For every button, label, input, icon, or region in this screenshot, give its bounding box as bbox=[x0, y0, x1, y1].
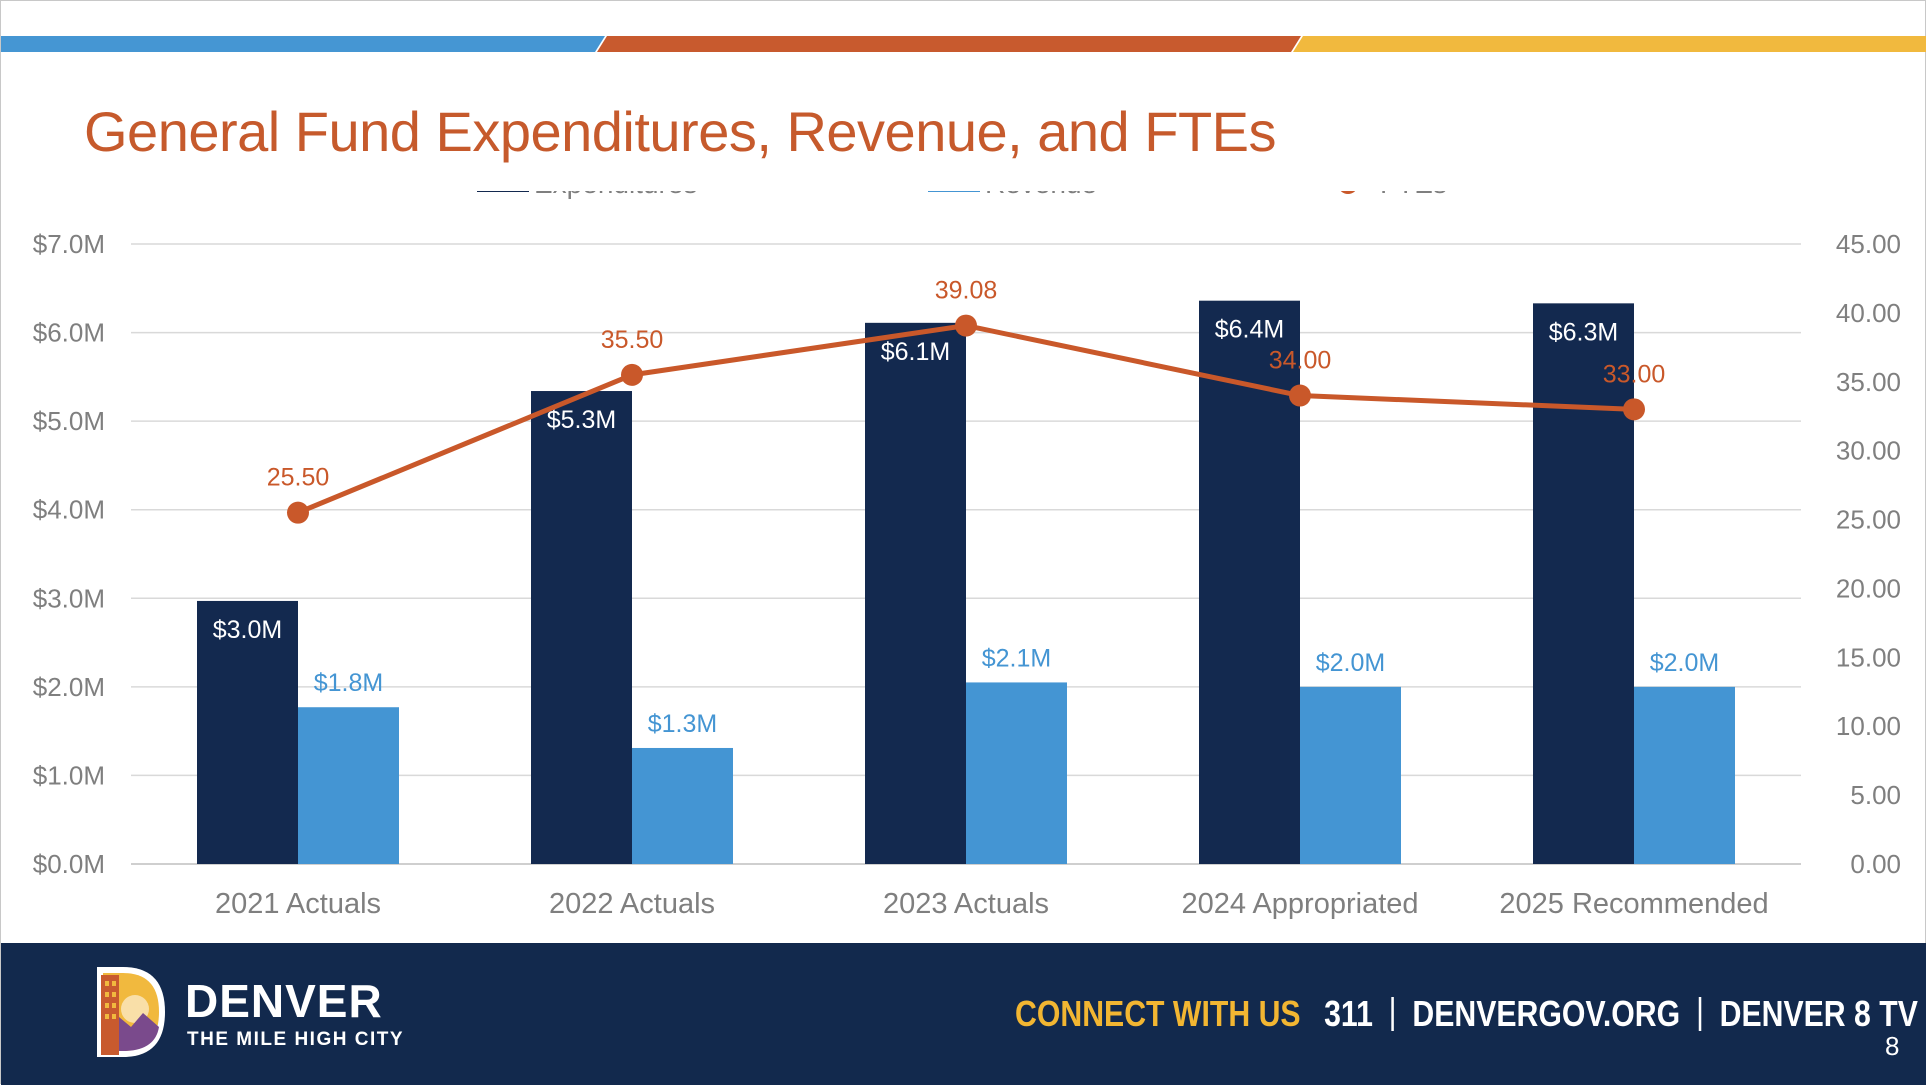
x-tick-label: 2023 Actuals bbox=[883, 888, 1049, 920]
stripe-yellow bbox=[1293, 36, 1926, 52]
data-label-expenditures: $5.3M bbox=[547, 406, 616, 434]
data-label-expenditures: $6.3M bbox=[1549, 318, 1618, 346]
brand-tagline: THE MILE HIGH CITY bbox=[187, 1029, 404, 1050]
stripe-blue bbox=[1, 36, 605, 52]
page-number: 8 bbox=[1885, 1031, 1900, 1061]
y-right-tick-label: 30.00 bbox=[1836, 436, 1901, 466]
denver-d-logo-icon bbox=[97, 967, 165, 1057]
data-label-revenue: $2.0M bbox=[1650, 649, 1719, 677]
y-left-tick-label: $6.0M bbox=[33, 318, 105, 348]
denvergov-link[interactable]: DENVERGOV.ORG bbox=[1412, 993, 1681, 1034]
y-left-tick-label: $4.0M bbox=[33, 495, 105, 525]
point-ftes bbox=[287, 501, 309, 524]
y-left-tick-label: $1.0M bbox=[33, 760, 105, 790]
bar-revenue bbox=[966, 682, 1067, 864]
data-label-expenditures: $6.4M bbox=[1215, 316, 1284, 344]
y-right-tick-label: 10.00 bbox=[1836, 711, 1901, 741]
x-tick-label: 2022 Actuals bbox=[549, 888, 715, 920]
footer: DENVER THE MILE HIGH CITY CONNECT WITH U… bbox=[1, 943, 1926, 1085]
x-tick-label: 2025 Recommended bbox=[1499, 888, 1768, 920]
data-label-revenue: $1.8M bbox=[314, 669, 383, 697]
divider bbox=[1391, 997, 1394, 1031]
y-left-tick-label: $2.0M bbox=[33, 672, 105, 702]
legend-label-ftes: FTEs bbox=[1380, 191, 1447, 199]
data-label-ftes: 33.00 bbox=[1603, 360, 1666, 388]
brand-name: DENVER bbox=[185, 975, 383, 1027]
y-left-tick-label: $0.0M bbox=[33, 849, 105, 879]
legend-label-expenditures: Expenditures bbox=[534, 191, 697, 199]
y-left-tick-label: $5.0M bbox=[33, 406, 105, 436]
y-left-tick-label: $7.0M bbox=[33, 229, 105, 259]
y-right-tick-label: 40.00 bbox=[1836, 298, 1901, 328]
data-label-revenue: $1.3M bbox=[648, 710, 717, 738]
data-label-ftes: 25.50 bbox=[267, 464, 330, 492]
data-label-revenue: $2.1M bbox=[982, 644, 1051, 672]
point-ftes bbox=[1623, 398, 1645, 421]
bar-expenditures bbox=[531, 391, 632, 864]
data-label-expenditures: $6.1M bbox=[881, 338, 950, 366]
divider bbox=[1698, 997, 1702, 1031]
stripe-orange bbox=[597, 36, 1301, 52]
point-ftes bbox=[1289, 384, 1311, 407]
bar-revenue bbox=[298, 707, 399, 864]
chart: $0.0M $1.0M $2.0M $3.0M $4.0M $5.0M $6.0M $7.0M… bbox=[33, 191, 1901, 920]
legend-label-revenue: Revenue bbox=[985, 191, 1097, 199]
contact-row: CONNECT WITH US 311 DENVERGOV.ORG DENVER… bbox=[1015, 993, 1918, 1035]
phone-311-link[interactable]: 311 bbox=[1324, 993, 1373, 1034]
bar-revenue bbox=[1300, 686, 1401, 864]
legend-marker-ftes bbox=[1340, 191, 1356, 194]
y-right-tick-label: 15.00 bbox=[1836, 642, 1901, 672]
y-right-tick-label: 5.00 bbox=[1850, 780, 1901, 810]
bar-expenditures bbox=[1533, 303, 1634, 864]
data-label-ftes: 39.08 bbox=[935, 277, 998, 305]
y-right-tick-label: 0.00 bbox=[1850, 849, 1901, 879]
y-right-tick-label: 45.00 bbox=[1836, 229, 1901, 259]
legend-swatch-revenue bbox=[928, 191, 980, 192]
bar-expenditures bbox=[865, 322, 966, 864]
data-label-ftes: 34.00 bbox=[1269, 347, 1332, 375]
x-tick-label: 2021 Actuals bbox=[215, 888, 381, 920]
y-right-tick-label: 20.00 bbox=[1836, 573, 1901, 603]
y-left-tick-label: $3.0M bbox=[33, 583, 105, 613]
slide-title: General Fund Expenditures, Revenue, and … bbox=[84, 100, 1277, 163]
data-label-expenditures: $3.0M bbox=[213, 616, 282, 644]
denver-8-tv-link[interactable]: DENVER 8 TV bbox=[1719, 993, 1918, 1034]
bar-revenue bbox=[1634, 686, 1735, 864]
bar-revenue bbox=[632, 747, 733, 864]
x-tick-label: 2024 Appropriated bbox=[1181, 888, 1418, 920]
top-stripe bbox=[1, 36, 1926, 52]
y-right-tick-label: 35.00 bbox=[1836, 367, 1901, 397]
data-label-revenue: $2.0M bbox=[1316, 649, 1385, 677]
data-label-ftes: 35.50 bbox=[601, 326, 664, 354]
connect-with-us-label: CONNECT WITH US bbox=[1015, 993, 1301, 1034]
y-right-tick-label: 25.00 bbox=[1836, 505, 1901, 535]
point-ftes bbox=[955, 314, 977, 337]
bar-expenditures bbox=[197, 600, 298, 864]
point-ftes bbox=[621, 363, 643, 386]
legend-swatch-expenditures bbox=[477, 191, 529, 192]
